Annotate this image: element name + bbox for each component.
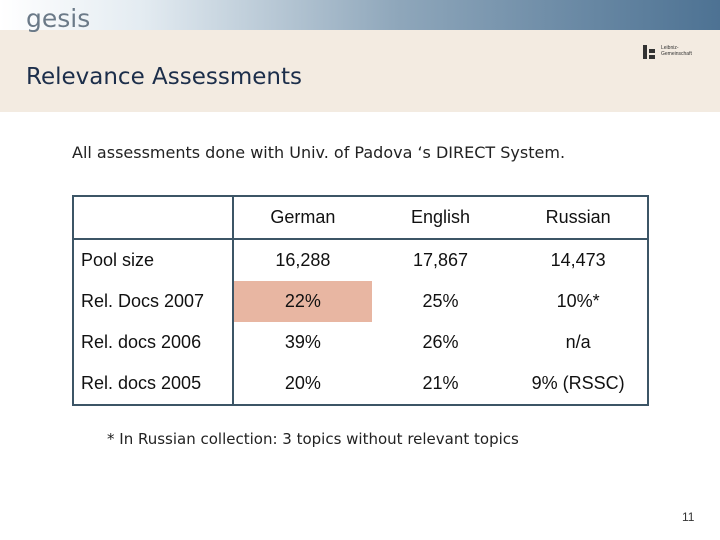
cell-german: 16,288: [275, 250, 331, 270]
row-label: Rel. docs 2005: [73, 363, 235, 405]
leibniz-logo: Leibniz- Gemeinschaft: [642, 44, 702, 62]
intro-text: All assessments done with Univ. of Padov…: [72, 143, 566, 162]
cell-english: 26%: [422, 332, 459, 352]
table-row-pool-size: Pool size 16,288 17,867 14,473: [73, 239, 648, 281]
cell-german: 20%: [284, 373, 321, 393]
table-row-rel-docs-2005: Rel. docs 2005 20% 21% 9% (RSSC): [73, 363, 648, 405]
cell-russian: 9% (RSSC): [531, 373, 625, 393]
gesis-logo: gesis: [26, 4, 91, 33]
assessment-table: German English Russian Pool size 16,288 …: [72, 195, 649, 406]
table-row-rel-docs-2007: Rel. Docs 2007 22% 25% 10%*: [73, 281, 648, 322]
cell-english: 21%: [422, 373, 459, 393]
page-title: Relevance Assessments: [26, 64, 302, 90]
top-gradient-strip: [0, 0, 720, 30]
row-label: Rel. Docs 2007: [73, 281, 235, 322]
page-number: 11: [682, 510, 695, 524]
leibniz-line1: Leibniz-: [661, 45, 679, 51]
cell-russian: n/a: [565, 332, 591, 352]
column-header-english: English: [371, 196, 510, 240]
column-header-german: German: [233, 196, 372, 240]
cell-russian: 14,473: [550, 250, 606, 270]
cell-german-highlighted: 22%: [233, 281, 372, 322]
table-header-row: German English Russian: [73, 196, 648, 240]
cell-german: 39%: [284, 332, 321, 352]
row-label: Pool size: [73, 239, 235, 281]
table-header-corner: [73, 196, 235, 240]
column-header-russian: Russian: [509, 196, 648, 240]
row-label: Rel. docs 2006: [73, 322, 235, 363]
table-row-rel-docs-2006: Rel. docs 2006 39% 26% n/a: [73, 322, 648, 363]
leibniz-line2: Gemeinschaft: [661, 51, 692, 57]
cell-russian: 10%*: [556, 291, 600, 311]
footnote: * In Russian collection: 3 topics withou…: [107, 430, 519, 448]
leibniz-mark-icon: [643, 45, 655, 59]
leibniz-text: Leibniz- Gemeinschaft: [661, 45, 692, 57]
cell-english: 25%: [422, 291, 459, 311]
cell-english: 17,867: [412, 250, 469, 270]
